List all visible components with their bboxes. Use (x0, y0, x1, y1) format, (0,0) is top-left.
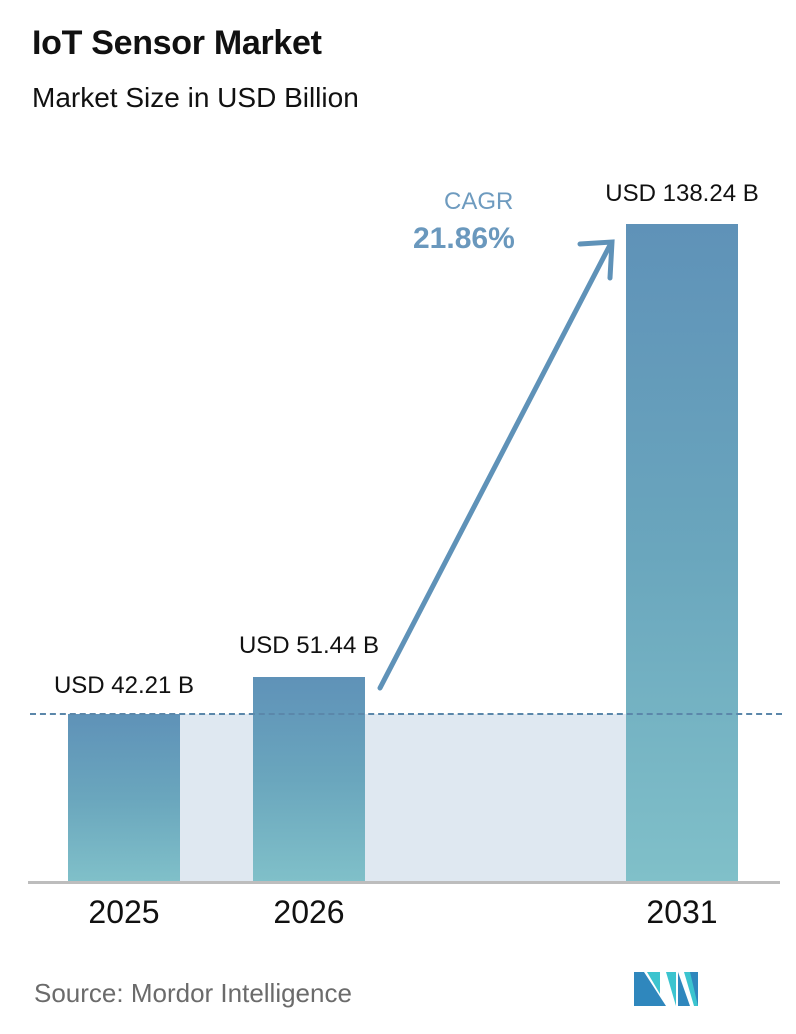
bar-2031 (626, 224, 738, 882)
source-text: Source: Mordor Intelligence (34, 978, 352, 1008)
cagr-label: CAGR (444, 188, 514, 215)
chart-subtitle: Market Size in USD Billion (32, 82, 359, 113)
chart-title: IoT Sensor Market (32, 24, 322, 62)
value-label-2031: USD 138.24 B (605, 180, 759, 207)
cagr-value: 21.86% (413, 222, 515, 255)
value-label-2026: USD 51.44 B (238, 632, 380, 659)
x-axis-baseline (28, 881, 780, 884)
x-label-2031: 2031 (646, 894, 718, 930)
value-label-2025: USD 42.21 B (53, 672, 195, 699)
reference-band (365, 714, 626, 882)
mordor-intelligence-logo-icon (634, 972, 698, 1006)
bar-2025 (68, 714, 180, 882)
dashed-reference-line (30, 713, 782, 715)
bar-2026 (253, 677, 365, 882)
x-label-2025: 2025 (88, 894, 160, 930)
x-label-2026: 2026 (273, 894, 345, 930)
reference-band (180, 714, 253, 882)
